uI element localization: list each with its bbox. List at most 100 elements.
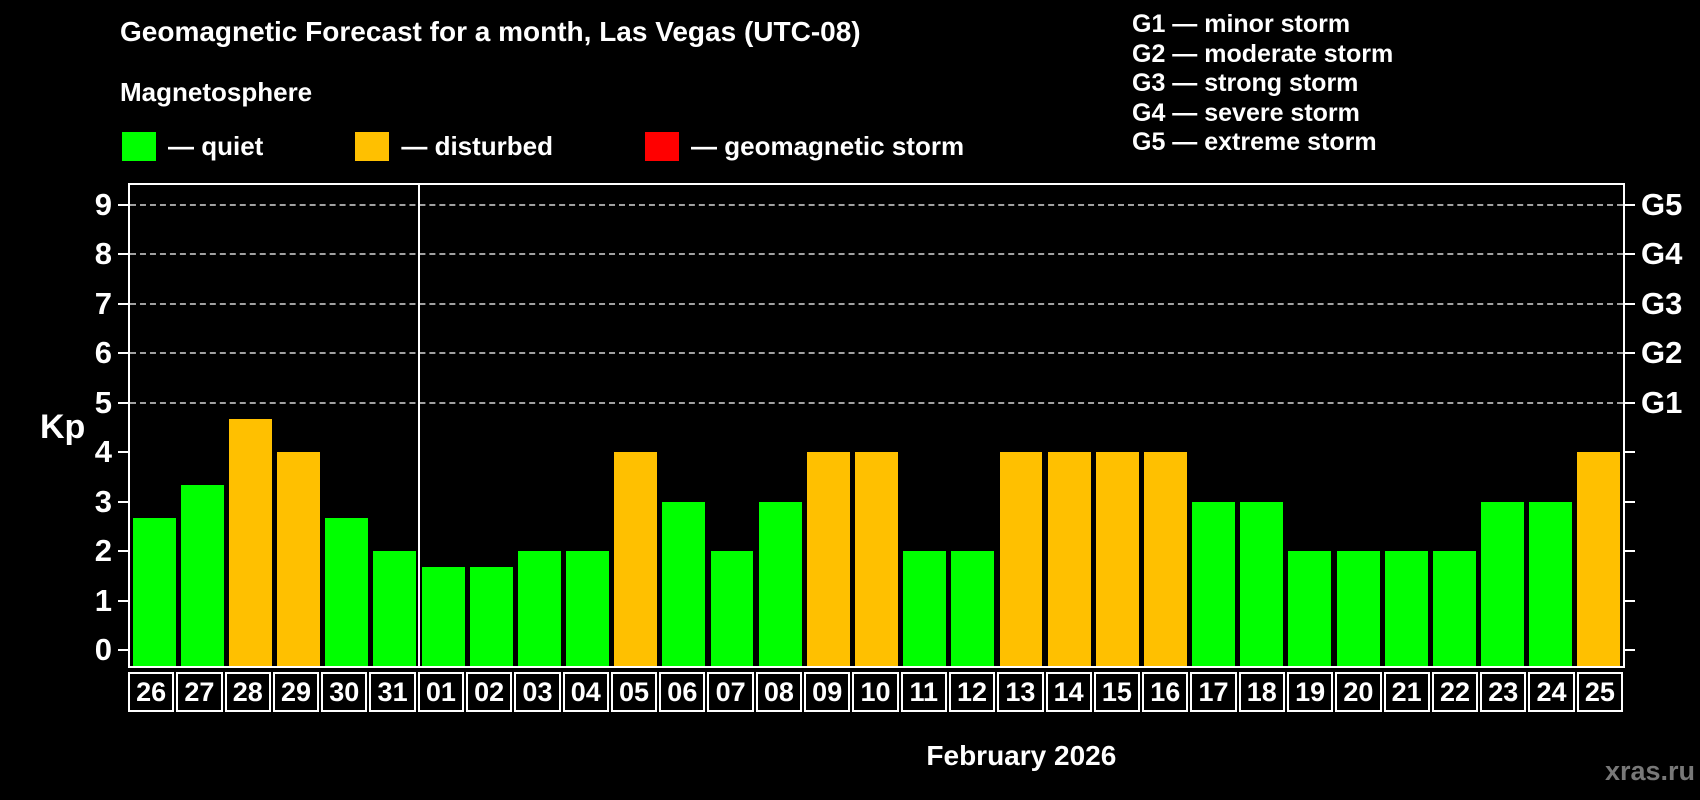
bar-day-31 — [373, 551, 417, 666]
bar-day-28 — [228, 418, 272, 666]
y-tick-left-9 — [118, 203, 128, 206]
magnetosphere-legend: — quiet — disturbed — geomagnetic storm — [122, 131, 1056, 162]
bar-day-06 — [662, 501, 706, 666]
day-cell-08: 08 — [755, 672, 803, 712]
day-cell-23: 23 — [1480, 672, 1527, 712]
g-level-label-g2: G2 — [1641, 335, 1683, 370]
bar-day-18 — [1240, 501, 1284, 666]
y-tick-right-1 — [1625, 599, 1635, 602]
bar-day-17 — [1192, 501, 1236, 666]
bar-day-03 — [517, 551, 561, 666]
y-tick-right-5 — [1625, 401, 1635, 404]
g-scale-line-g4: G4 — severe storm — [1132, 98, 1360, 127]
chart-subtitle: Magnetosphere — [120, 77, 313, 107]
bar-day-14 — [1047, 452, 1091, 666]
quiet-color-swatch — [122, 132, 156, 161]
storm-color-swatch — [645, 132, 680, 161]
day-cell-31: 31 — [369, 672, 416, 712]
bar-day-29 — [277, 452, 321, 666]
y-tick-label-6: 6 — [94, 335, 112, 370]
y-tick-label-0: 0 — [94, 632, 112, 667]
y-tick-left-0 — [118, 649, 128, 651]
g-level-label-g4: G4 — [1641, 236, 1683, 271]
g-scale-line-g1: G1 — minor storm — [1132, 10, 1351, 38]
gridline-kp6 — [130, 352, 1623, 354]
g-scale-legend: G1 — minor storm G2 — moderate storm G3 … — [1132, 10, 1393, 158]
day-cell-06: 06 — [659, 672, 706, 712]
day-cell-12: 12 — [948, 672, 996, 712]
day-cell-05: 05 — [610, 672, 658, 712]
g-scale-line-g2: G2 — moderate storm — [1132, 39, 1394, 68]
bar-day-07 — [710, 551, 754, 666]
day-cell-29: 29 — [272, 672, 320, 712]
watermark: xras.ru — [1604, 756, 1695, 786]
g-scale-line-g3: G3 — strong storm — [1132, 69, 1359, 97]
day-cell-30: 30 — [321, 672, 368, 712]
page-title: Geomagnetic Forecast for a month, Las Ve… — [120, 16, 861, 47]
bar-day-01 — [421, 567, 465, 666]
g-level-label-g3: G3 — [1641, 285, 1683, 321]
g-level-label-g5: G5 — [1641, 186, 1683, 222]
legend-item-storm: — geomagnetic storm — [645, 131, 964, 162]
x-axis-label: February 2026 — [926, 740, 1117, 771]
bar-day-24 — [1529, 501, 1573, 666]
day-cell-11: 11 — [900, 672, 947, 712]
bar-day-21 — [1384, 551, 1428, 666]
y-tick-left-1 — [118, 599, 128, 602]
gridline-kp7 — [130, 302, 1623, 305]
month-divider — [417, 185, 420, 666]
day-cell-01: 01 — [417, 672, 465, 712]
bar-day-27 — [180, 485, 224, 666]
day-cell-18: 18 — [1238, 672, 1285, 712]
bar-day-10 — [855, 452, 898, 666]
y-tick-label-5: 5 — [94, 384, 112, 420]
y-tick-left-4 — [118, 451, 128, 453]
x-axis-day-row: 26 27 28 29 30 31 01 02 03 04 05 06 07 08 09 10 11 12 13 14… — [128, 672, 1625, 712]
g-level-label-g1: G1 — [1641, 384, 1683, 420]
y-tick-left-8 — [118, 253, 128, 255]
day-cell-14: 14 — [1045, 672, 1092, 712]
gridline-kp9 — [130, 203, 1623, 206]
y-tick-label-2: 2 — [94, 533, 112, 568]
bar-day-20 — [1336, 551, 1380, 666]
bar-day-22 — [1432, 551, 1476, 666]
y-tick-label-4: 4 — [94, 434, 112, 469]
day-cell-22: 22 — [1431, 672, 1479, 712]
y-tick-right-7 — [1625, 302, 1635, 305]
y-tick-right-3 — [1625, 500, 1635, 503]
day-cell-19: 19 — [1286, 672, 1334, 712]
y-tick-left-5 — [118, 401, 128, 404]
gridline-kp5 — [130, 401, 1623, 404]
day-cell-21: 21 — [1383, 672, 1430, 712]
y-tick-label-8: 8 — [94, 236, 112, 271]
bar-day-26 — [132, 517, 176, 666]
day-cell-27: 27 — [176, 672, 223, 712]
day-cell-15: 15 — [1093, 672, 1141, 712]
legend-label-disturbed: — disturbed — [401, 131, 554, 161]
day-cell-07: 07 — [707, 672, 754, 712]
g-scale-line-g5: G5 — extreme storm — [1132, 128, 1377, 156]
day-cell-26: 26 — [128, 672, 175, 712]
bar-day-02 — [469, 567, 513, 666]
bar-day-15 — [1095, 452, 1139, 666]
y-tick-right-2 — [1625, 550, 1635, 552]
day-cell-16: 16 — [1142, 672, 1189, 712]
legend-item-quiet: — quiet — [122, 131, 263, 162]
bar-day-11 — [903, 551, 947, 666]
bar-day-30 — [325, 517, 369, 666]
bar-day-12 — [951, 551, 995, 666]
bar-day-16 — [1143, 452, 1187, 666]
day-cell-25: 25 — [1576, 672, 1623, 712]
bar-day-13 — [999, 452, 1043, 666]
y-tick-left-7 — [118, 302, 128, 305]
y-tick-right-0 — [1625, 649, 1635, 651]
y-tick-label-1: 1 — [94, 582, 112, 618]
bar-day-23 — [1481, 501, 1525, 666]
y-tick-label-9: 9 — [94, 186, 112, 222]
legend-label-quiet: — quiet — [168, 131, 264, 161]
y-tick-left-6 — [118, 352, 128, 354]
day-cell-09: 09 — [804, 672, 851, 712]
y-tick-right-8 — [1625, 253, 1635, 255]
legend-label-storm: — geomagnetic storm — [691, 131, 965, 161]
bar-day-19 — [1288, 551, 1332, 666]
